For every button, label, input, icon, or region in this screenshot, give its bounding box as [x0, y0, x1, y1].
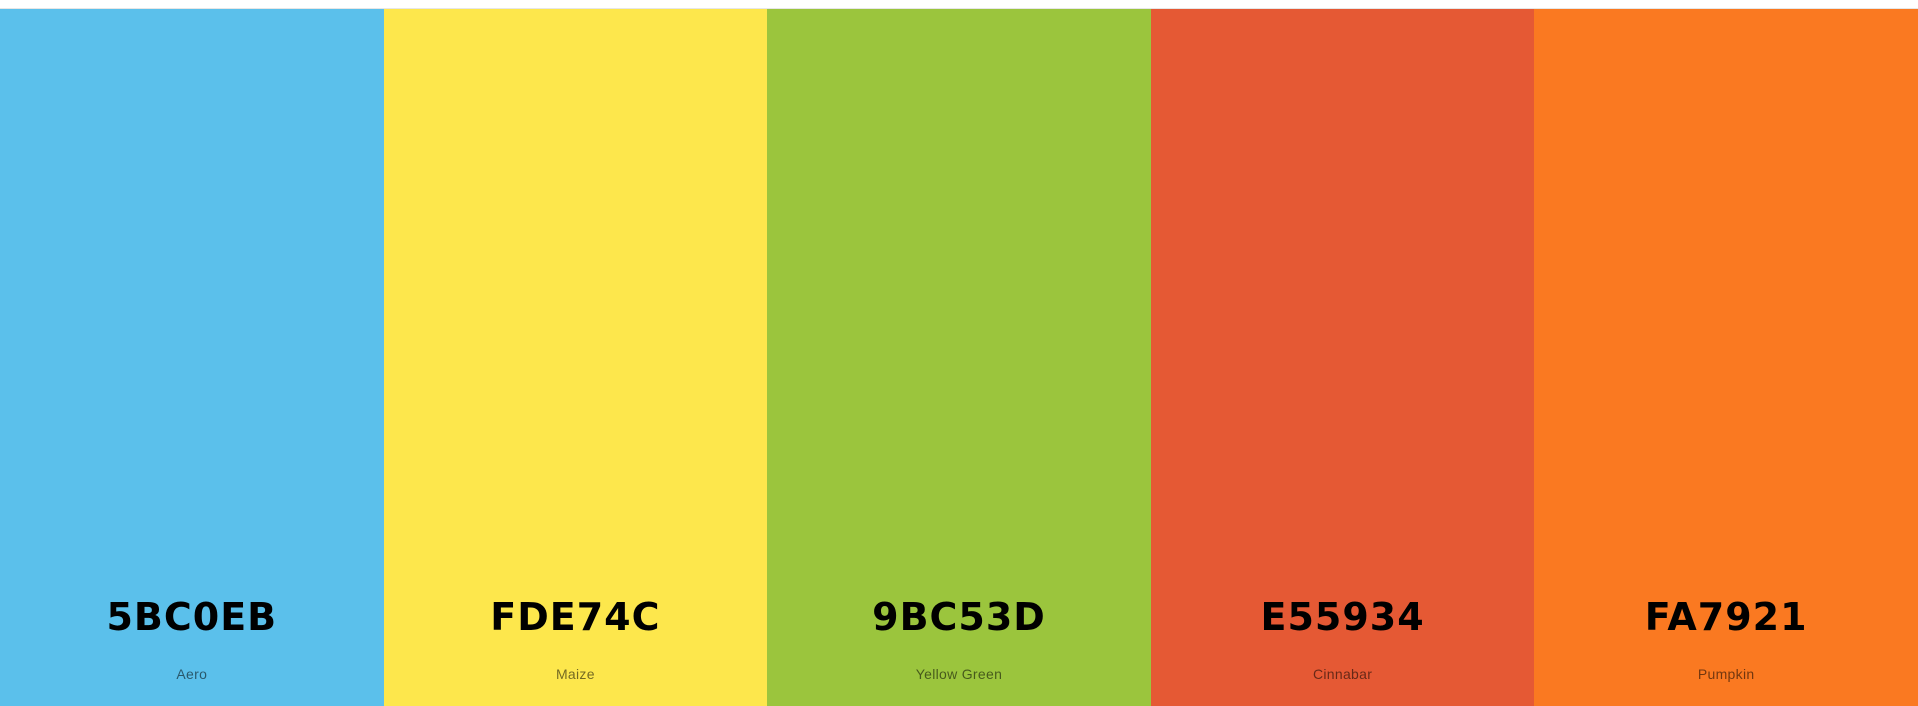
- swatch-pumpkin[interactable]: FA7921 Pumpkin: [1534, 9, 1918, 706]
- swatch-color-name: Yellow Green: [915, 666, 1003, 682]
- swatch-color-name: Maize: [555, 666, 595, 682]
- swatch-hex-code[interactable]: E55934: [1260, 595, 1425, 639]
- swatch-color-name: Pumpkin: [1697, 666, 1755, 682]
- swatch-cinnabar[interactable]: E55934 Cinnabar: [1150, 9, 1535, 706]
- swatch-maize[interactable]: FDE74C Maize: [383, 9, 768, 706]
- swatch-hex-code[interactable]: 5BC0EB: [106, 595, 278, 639]
- swatch-hex-code[interactable]: FDE74C: [490, 595, 661, 639]
- swatch-color-name: Cinnabar: [1312, 666, 1373, 682]
- swatch-aero[interactable]: 5BC0EB Aero: [0, 9, 384, 706]
- swatch-color-name: Aero: [176, 666, 208, 682]
- swatch-hex-code[interactable]: FA7921: [1644, 595, 1808, 639]
- swatch-hex-code[interactable]: 9BC53D: [872, 595, 1046, 639]
- swatch-yellow-green[interactable]: 9BC53D Yellow Green: [767, 9, 1151, 706]
- color-palette: 5BC0EB Aero FDE74C Maize 9BC53D Yellow G…: [0, 8, 1918, 706]
